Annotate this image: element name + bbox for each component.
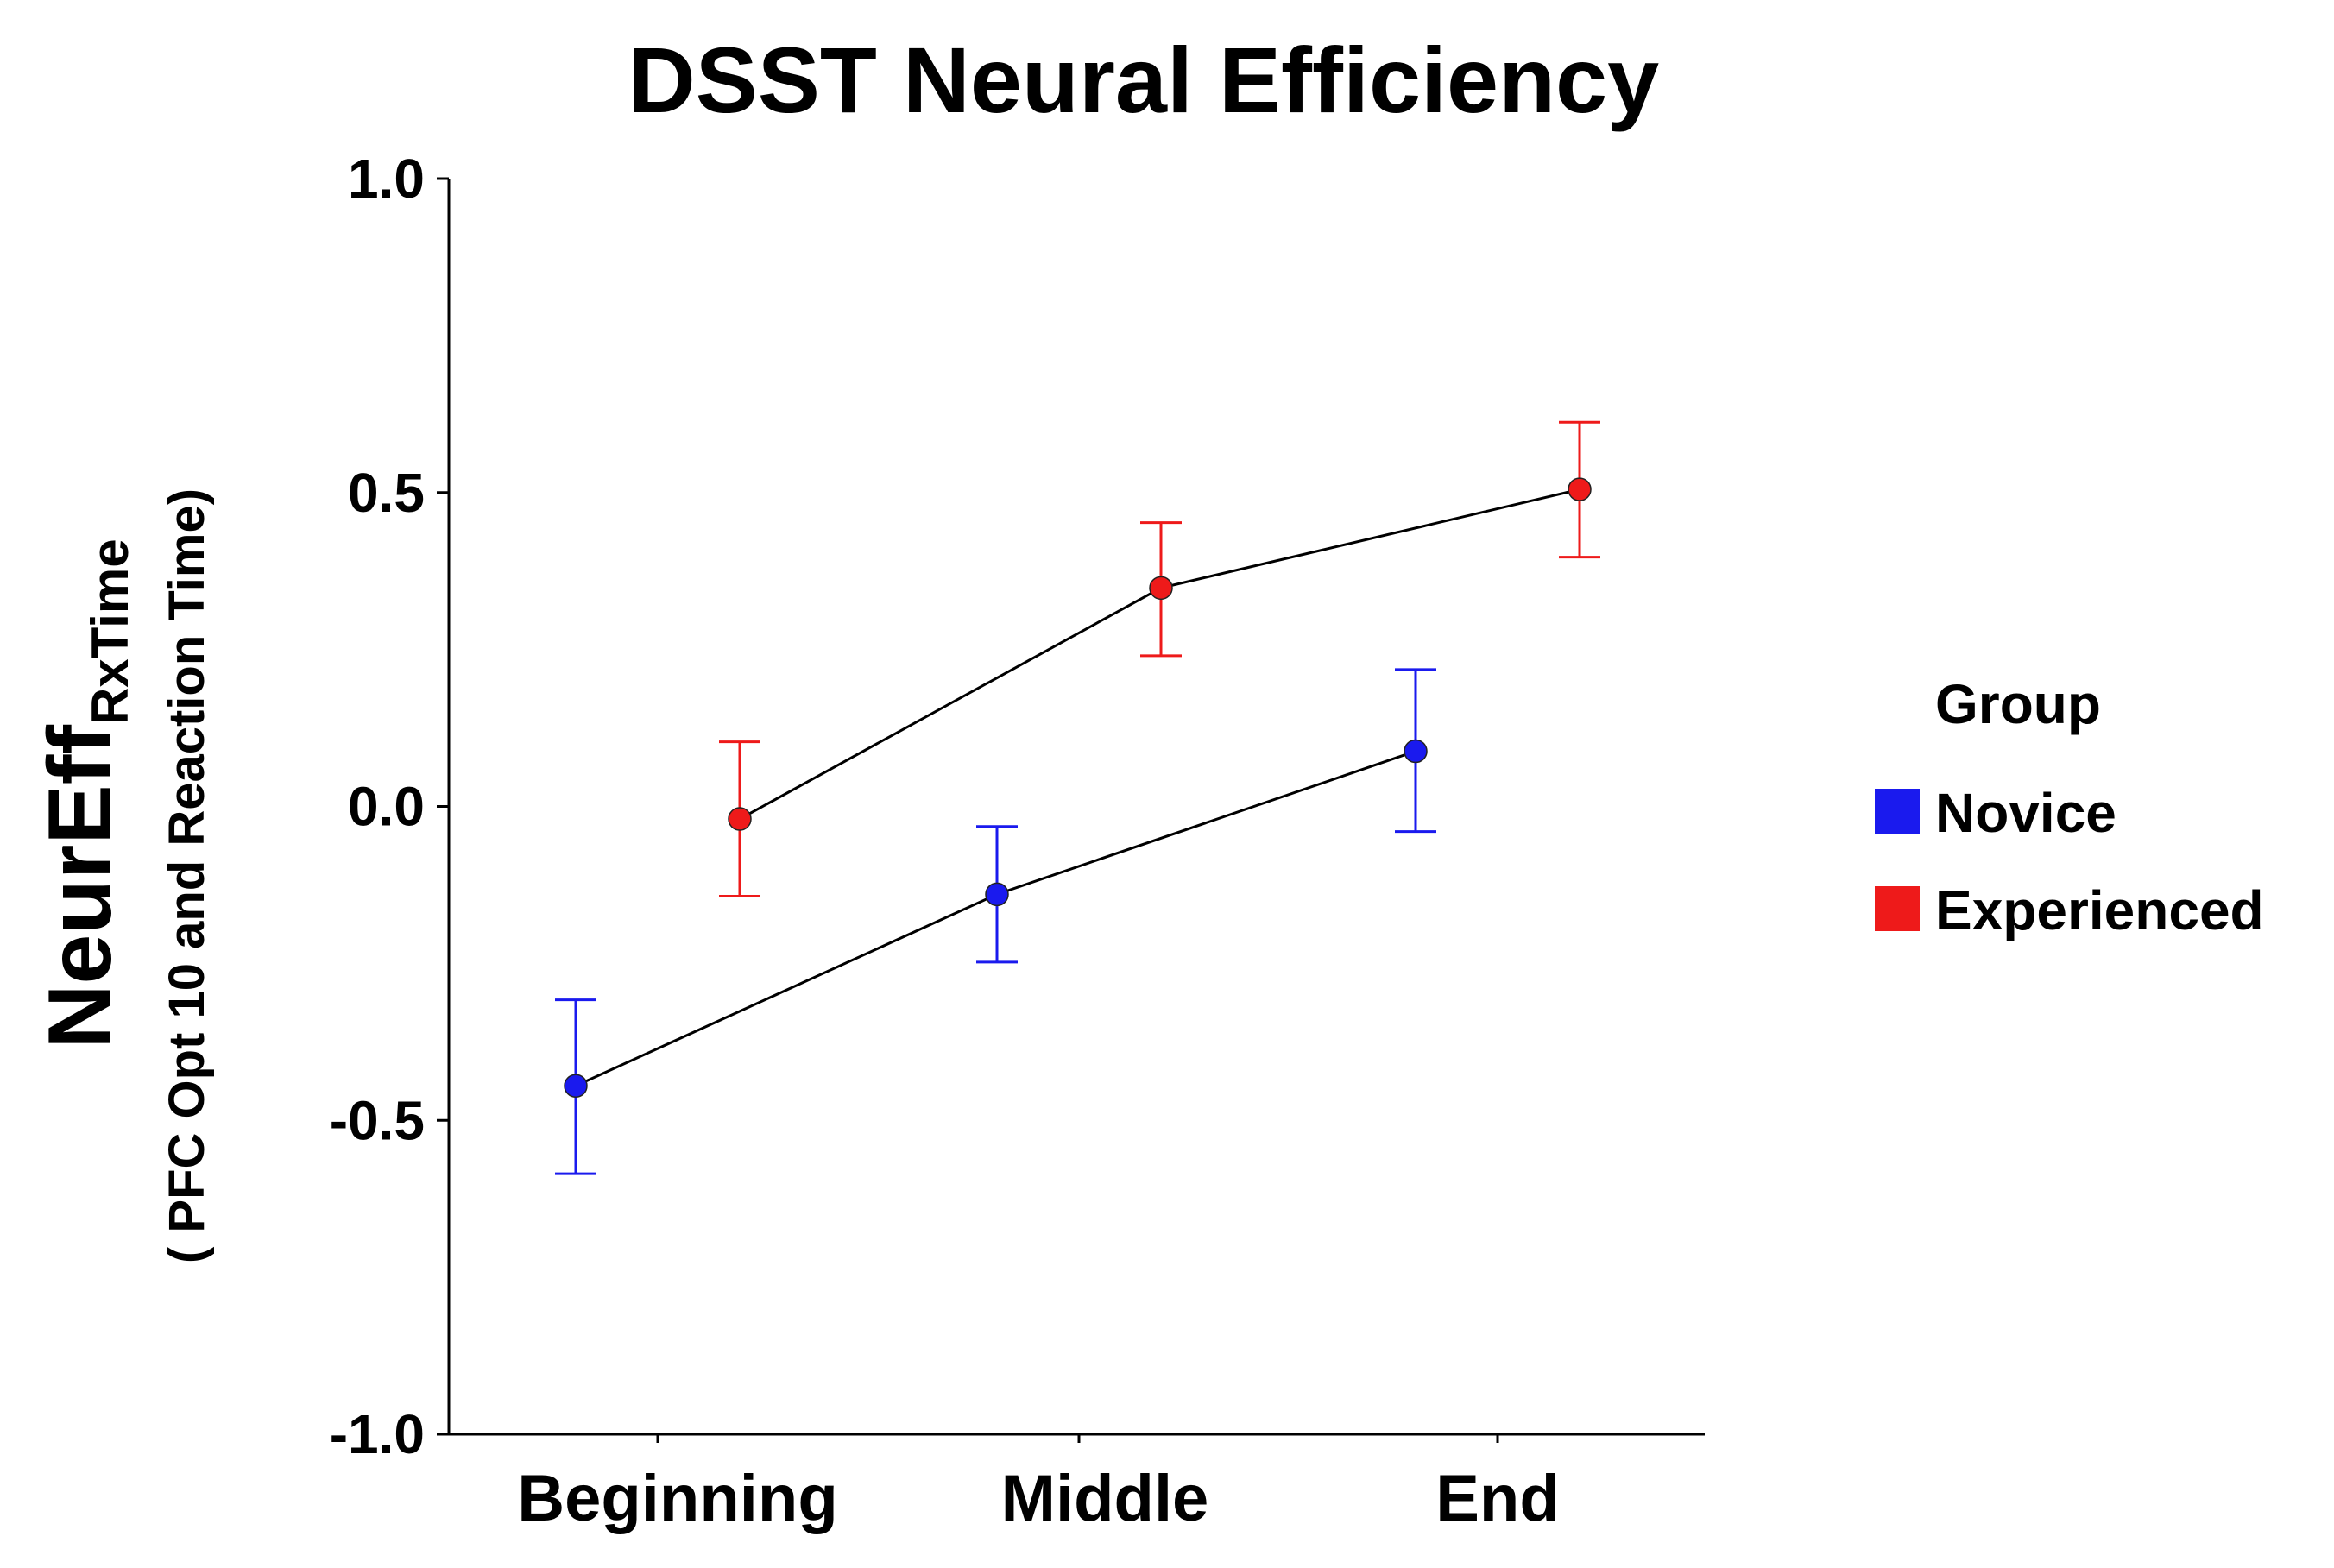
legend-item: Experienced xyxy=(1875,879,2264,941)
legend-label: Novice xyxy=(1935,782,2116,844)
x-tick-label: Beginning xyxy=(517,1462,838,1535)
x-tick-label: End xyxy=(1435,1462,1560,1535)
data-point xyxy=(985,882,1009,907)
data-point xyxy=(564,1074,588,1098)
y-axis-label-main-text: NeurEff xyxy=(30,725,130,1049)
y-tick-label: 0.5 xyxy=(348,462,425,524)
series-novice xyxy=(555,668,1436,1175)
data-point xyxy=(1404,739,1428,764)
series-experienced xyxy=(719,420,1600,898)
data-point xyxy=(1149,576,1173,601)
legend-swatch xyxy=(1875,789,1920,834)
y-axis-label-main: NeurEffRxTime xyxy=(30,538,139,1048)
y-tick-label: 1.0 xyxy=(348,148,425,210)
chart-title: DSST Neural Efficiency xyxy=(628,28,1659,132)
y-axis-label-paren: ( PFC Opt 10 and Reaction Time) xyxy=(159,488,215,1263)
plot-series xyxy=(555,420,1600,1175)
y-tick-label: -0.5 xyxy=(330,1089,425,1151)
y-axis-label-subscript: RxTime xyxy=(81,538,139,725)
legend-item: Novice xyxy=(1875,782,2116,844)
legend-swatch xyxy=(1875,886,1920,931)
y-axis-sublabel: ( PFC Opt 10 and Reaction Time) xyxy=(159,488,215,1263)
y-axis-label: NeurEffRxTime xyxy=(30,538,139,1048)
axes: -1.0 -0.5 0.0 0.5 1.0 Beginning Middle End xyxy=(330,148,1705,1535)
x-tick-label: Middle xyxy=(1001,1462,1209,1535)
y-tick-label: 0.0 xyxy=(348,776,425,838)
legend-title: Group xyxy=(1935,673,2101,735)
data-point xyxy=(1568,477,1592,501)
data-point xyxy=(728,807,752,831)
legend-items: Novice Experienced xyxy=(1875,782,2264,941)
y-tick-label: -1.0 xyxy=(330,1403,425,1465)
legend: Group Novice Experienced xyxy=(1875,673,2264,941)
legend-label: Experienced xyxy=(1935,879,2264,941)
